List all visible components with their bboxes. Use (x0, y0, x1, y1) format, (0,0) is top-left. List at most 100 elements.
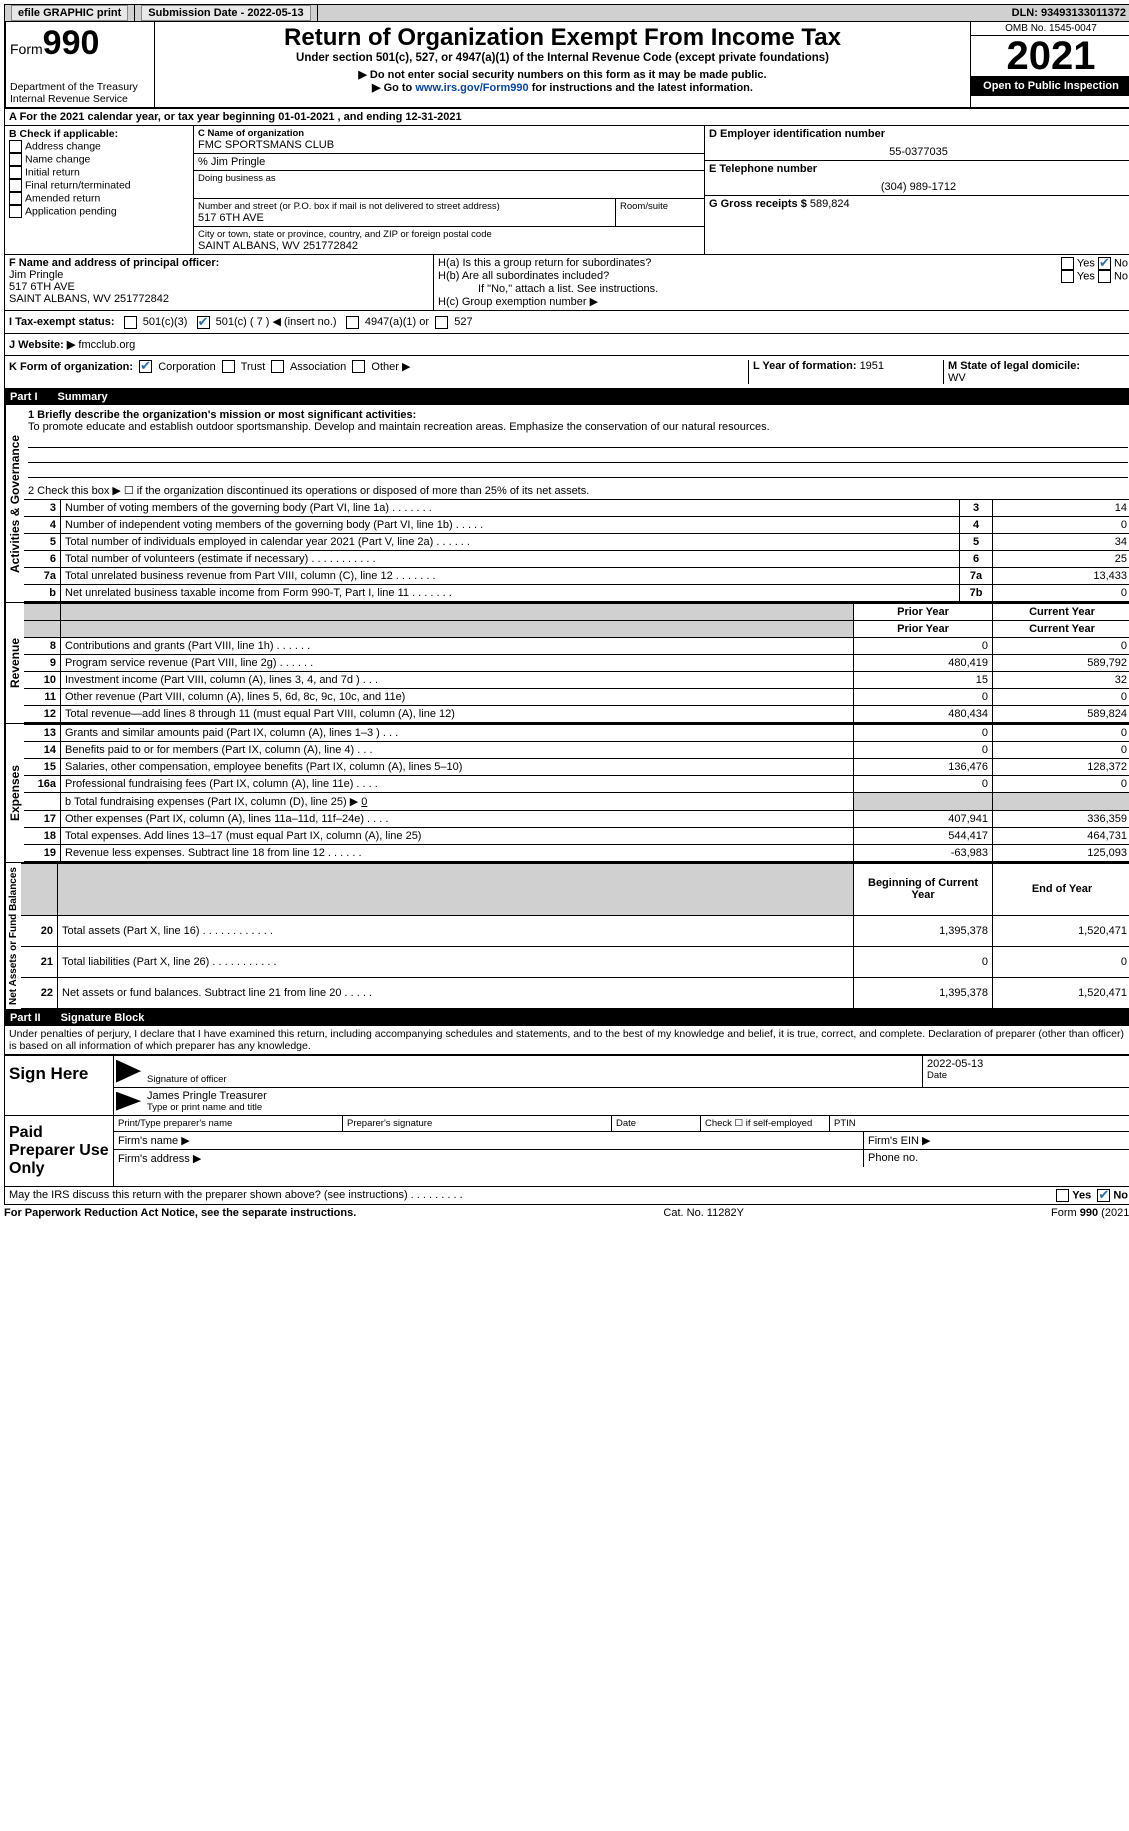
line-cy: 0 (993, 946, 1129, 977)
section-d: D Employer identification number 55-0377… (705, 126, 1129, 254)
line-cy: 0 (993, 741, 1129, 758)
line-desc: Other revenue (Part VIII, column (A), li… (61, 688, 854, 705)
line-py: 544,417 (854, 827, 993, 844)
line-cy: 336,359 (993, 810, 1129, 827)
line-box: 6 (960, 550, 993, 567)
submission-date-button[interactable]: Submission Date - 2022-05-13 (141, 5, 310, 21)
line-py: 136,476 (854, 758, 993, 775)
line-py: 480,434 (854, 705, 993, 722)
line-cy: 589,824 (993, 705, 1129, 722)
line-desc: Total revenue—add lines 8 through 11 (mu… (61, 705, 854, 722)
line-num: 21 (21, 946, 58, 977)
arrow-icon (116, 1092, 141, 1111)
col-hdr: Beginning of Current Year (854, 863, 993, 916)
year-cell: OMB No. 1545-0047 2021 Open to Public In… (970, 22, 1129, 107)
line-num: 17 (24, 810, 61, 827)
line-cy: 128,372 (993, 758, 1129, 775)
line-num: 8 (24, 637, 61, 654)
line-desc: Salaries, other compensation, employee b… (61, 758, 854, 775)
line-num: 11 (24, 688, 61, 705)
section-b: B Check if applicable: Address change Na… (5, 126, 194, 254)
line-num: 19 (24, 844, 61, 861)
line-py: 407,941 (854, 810, 993, 827)
col-hdr: Prior Year (854, 620, 993, 637)
line-box: 7a (960, 567, 993, 584)
line-cy: 125,093 (993, 844, 1129, 861)
line-desc: Investment income (Part VIII, column (A)… (61, 671, 854, 688)
line-py: 0 (854, 637, 993, 654)
dln-label: DLN: 93493133011372 (1006, 5, 1129, 21)
line-cy: 32 (993, 671, 1129, 688)
section-i: I Tax-exempt status: 501(c)(3) 501(c) ( … (4, 311, 1129, 334)
line-desc: Professional fundraising fees (Part IX, … (61, 775, 854, 792)
col-hdr: Prior Year (854, 603, 993, 620)
line-py: 1,395,378 (854, 916, 993, 947)
perjury-text: Under penalties of perjury, I declare th… (4, 1026, 1129, 1055)
line-box: 3 (960, 499, 993, 516)
section-c: C Name of organization FMC SPORTSMANS CL… (194, 126, 705, 254)
line-py: 0 (854, 946, 993, 977)
col-hdr: Current Year (993, 603, 1129, 620)
line-box: 7b (960, 584, 993, 601)
line-py: 0 (854, 688, 993, 705)
line-cy: 0 (993, 688, 1129, 705)
discuss-row: May the IRS discuss this return with the… (4, 1187, 1129, 1205)
form-title-cell: Return of Organization Exempt From Incom… (155, 22, 970, 107)
line-num: 7a (24, 567, 61, 584)
line-cy: 1,520,471 (993, 916, 1129, 947)
line16b: b Total fundraising expenses (Part IX, c… (61, 792, 854, 810)
line-cy: 0 (993, 724, 1129, 741)
line-cy: 0 (993, 775, 1129, 792)
line-box: 4 (960, 516, 993, 533)
line-py: 1,395,378 (854, 977, 993, 1008)
vlabel-netassets: Net Assets or Fund Balances (5, 863, 21, 1009)
line-cy: 464,731 (993, 827, 1129, 844)
arrow-icon (116, 1060, 141, 1083)
tax-year-line: A For the 2021 calendar year, or tax yea… (4, 109, 1129, 126)
line-num: 10 (24, 671, 61, 688)
line-num: 6 (24, 550, 61, 567)
line-desc: Contributions and grants (Part VIII, lin… (61, 637, 854, 654)
line-py: 0 (854, 724, 993, 741)
line-box: 5 (960, 533, 993, 550)
line-num: b (24, 584, 61, 601)
line-num: 3 (24, 499, 61, 516)
form-number-cell: Form990 Department of the Treasury Inter… (6, 22, 155, 107)
line-desc: Revenue less expenses. Subtract line 18 … (61, 844, 854, 861)
line-py: 0 (854, 741, 993, 758)
line-py: -63,983 (854, 844, 993, 861)
line-desc: Net assets or fund balances. Subtract li… (58, 977, 854, 1008)
line-desc: Total expenses. Add lines 13–17 (must eq… (61, 827, 854, 844)
line-desc: Grants and similar amounts paid (Part IX… (61, 724, 854, 741)
top-bar: efile GRAPHIC print Submission Date - 20… (4, 4, 1129, 22)
line-num: 5 (24, 533, 61, 550)
line-num: 13 (24, 724, 61, 741)
line-desc: Total unrelated business revenue from Pa… (61, 567, 960, 584)
part2-header: Part IISignature Block (4, 1010, 1129, 1026)
line-num: 16a (24, 775, 61, 792)
section-j: J Website: ▶ fmcclub.org (4, 334, 1129, 356)
line-num: 14 (24, 741, 61, 758)
line-val: 34 (993, 533, 1129, 550)
section-f: F Name and address of principal officer:… (5, 255, 434, 310)
irs-link[interactable]: www.irs.gov/Form990 (415, 82, 528, 94)
line-desc: Program service revenue (Part VIII, line… (61, 654, 854, 671)
line-val: 0 (993, 516, 1129, 533)
section-h: H(a) Is this a group return for subordin… (434, 255, 1129, 310)
sign-here-label: Sign Here (5, 1056, 114, 1115)
vlabel-activities: Activities & Governance (5, 405, 24, 602)
vlabel-expenses: Expenses (5, 724, 24, 862)
line-desc: Total number of volunteers (estimate if … (61, 550, 960, 567)
line-desc: Total assets (Part X, line 16) . . . . .… (58, 916, 854, 947)
line-desc: Total number of individuals employed in … (61, 533, 960, 550)
line-py: 480,419 (854, 654, 993, 671)
line-desc: Benefits paid to or for members (Part IX… (61, 741, 854, 758)
line-cy: 1,520,471 (993, 977, 1129, 1008)
line-val: 25 (993, 550, 1129, 567)
line-py: 15 (854, 671, 993, 688)
line-num: 9 (24, 654, 61, 671)
line-num: 12 (24, 705, 61, 722)
efile-print-button[interactable]: efile GRAPHIC print (11, 5, 128, 21)
line-num: 20 (21, 916, 58, 947)
line-py: 0 (854, 775, 993, 792)
